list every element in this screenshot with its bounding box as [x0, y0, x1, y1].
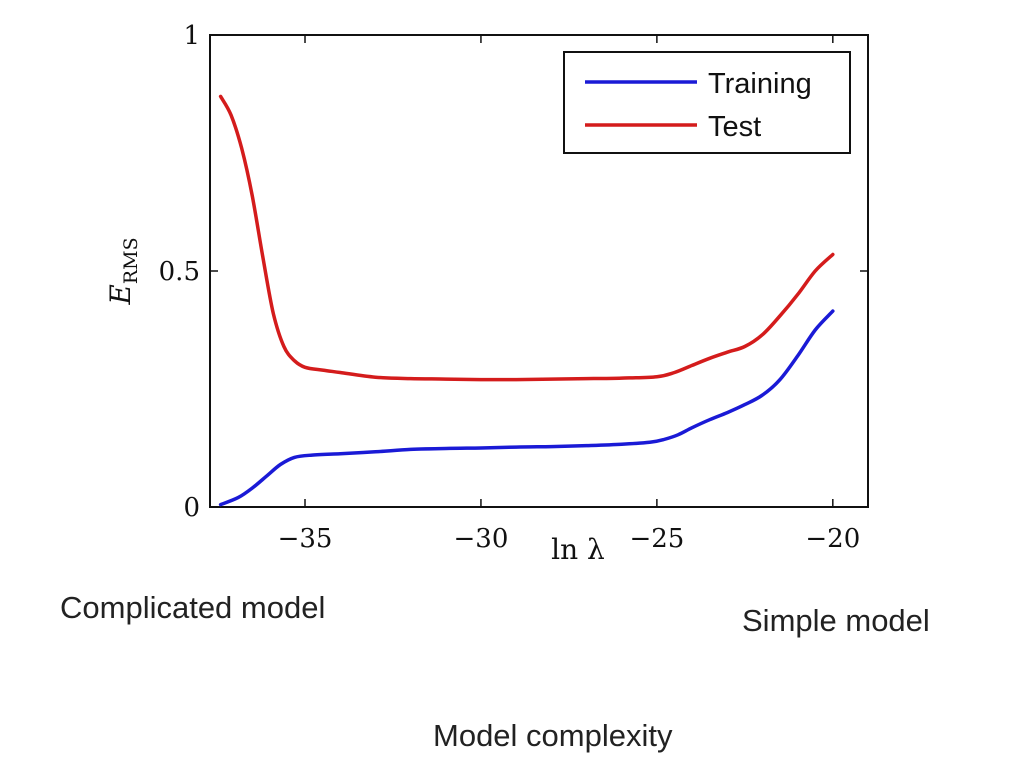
legend: Training Test: [563, 51, 851, 154]
caption-simple-model: Simple model: [742, 603, 930, 638]
x-axis-title: ln λ: [551, 533, 605, 566]
x-tick-label: −25: [629, 524, 684, 554]
y-tick-label: 0: [183, 493, 200, 523]
caption-model-complexity: Model complexity: [433, 718, 673, 753]
series-lines: [218, 94, 835, 507]
ticks: [210, 34, 868, 508]
legend-label-training: Training: [708, 68, 812, 100]
caption-complicated-model: Complicated model: [60, 590, 326, 625]
y-axis-title: ERMS: [104, 237, 142, 305]
tick-labels: −35 −30 −25 −20 0 0.5 1: [159, 21, 861, 554]
y-tick-label: 0.5: [159, 257, 200, 287]
series-line-test: [218, 94, 835, 382]
x-tick-label: −30: [454, 524, 509, 554]
y-axis-title-main: E: [104, 284, 137, 305]
series-line-training: [218, 309, 835, 507]
legend-box: [563, 51, 851, 154]
x-tick-label: −35: [278, 524, 333, 554]
y-tick-label: 1: [183, 21, 200, 51]
y-axis-title-subscript: RMS: [120, 237, 142, 284]
legend-label-test: Test: [708, 111, 761, 143]
x-tick-label: −20: [805, 524, 860, 554]
